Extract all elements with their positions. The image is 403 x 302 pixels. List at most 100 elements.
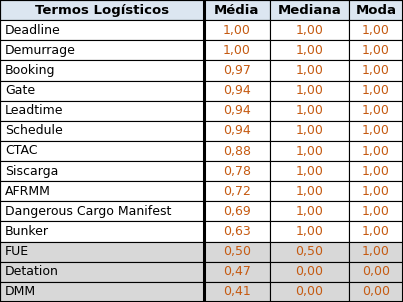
Text: Demurrage: Demurrage [5, 44, 76, 57]
Bar [204, 121, 270, 141]
Text: 0,47: 0,47 [223, 265, 251, 278]
Bar [270, 0, 349, 20]
Bar [204, 282, 270, 302]
Text: 0,72: 0,72 [223, 185, 251, 198]
Bar [204, 81, 270, 101]
Text: 0,50: 0,50 [223, 245, 251, 258]
Text: 1,00: 1,00 [295, 225, 323, 238]
Bar [349, 262, 403, 282]
Bar [204, 40, 270, 60]
Bar [204, 141, 270, 161]
Bar [270, 20, 349, 40]
Bar [204, 161, 270, 181]
Text: 1,00: 1,00 [295, 124, 323, 137]
Bar [0, 81, 204, 101]
Bar [349, 282, 403, 302]
Bar [0, 181, 204, 201]
Text: 1,00: 1,00 [295, 24, 323, 37]
Text: Leadtime: Leadtime [5, 104, 63, 117]
Bar [349, 81, 403, 101]
Text: 0,78: 0,78 [223, 165, 251, 178]
Text: 1,00: 1,00 [362, 84, 390, 97]
Bar [270, 60, 349, 81]
Bar [0, 121, 204, 141]
Bar [270, 201, 349, 221]
Bar [204, 181, 270, 201]
Text: 1,00: 1,00 [362, 245, 390, 258]
Bar [0, 221, 204, 242]
Bar [349, 181, 403, 201]
Bar [0, 141, 204, 161]
Text: 1,00: 1,00 [362, 44, 390, 57]
Text: 1,00: 1,00 [362, 185, 390, 198]
Bar [0, 60, 204, 81]
Text: 1,00: 1,00 [295, 104, 323, 117]
Text: Bunker: Bunker [5, 225, 49, 238]
Bar [349, 221, 403, 242]
Text: Mediana: Mediana [277, 4, 341, 17]
Text: 0,00: 0,00 [362, 285, 390, 298]
Text: Detation: Detation [5, 265, 59, 278]
Text: 1,00: 1,00 [295, 144, 323, 158]
Bar [204, 262, 270, 282]
Bar [349, 101, 403, 121]
Bar [204, 20, 270, 40]
Bar [349, 242, 403, 262]
Text: Gate: Gate [5, 84, 35, 97]
Bar [270, 81, 349, 101]
Bar [349, 161, 403, 181]
Bar [270, 121, 349, 141]
Text: FUE: FUE [5, 245, 29, 258]
Bar [0, 101, 204, 121]
Text: 1,00: 1,00 [362, 165, 390, 178]
Bar [204, 201, 270, 221]
Bar [204, 60, 270, 81]
Text: Média: Média [214, 4, 260, 17]
Bar [349, 0, 403, 20]
Bar [0, 0, 204, 20]
Text: 1,00: 1,00 [362, 124, 390, 137]
Bar [0, 282, 204, 302]
Bar [349, 201, 403, 221]
Text: 1,00: 1,00 [295, 64, 323, 77]
Text: Deadline: Deadline [5, 24, 60, 37]
Bar [270, 221, 349, 242]
Text: 0,88: 0,88 [223, 144, 251, 158]
Text: 0,00: 0,00 [295, 265, 323, 278]
Bar [0, 20, 204, 40]
Bar [270, 141, 349, 161]
Bar [349, 121, 403, 141]
Text: Booking: Booking [5, 64, 55, 77]
Bar [349, 40, 403, 60]
Text: Moda: Moda [355, 4, 396, 17]
Text: 0,97: 0,97 [223, 64, 251, 77]
Text: 1,00: 1,00 [295, 165, 323, 178]
Bar [270, 262, 349, 282]
Text: 1,00: 1,00 [362, 24, 390, 37]
Bar [270, 161, 349, 181]
Bar [0, 262, 204, 282]
Bar [204, 101, 270, 121]
Bar [204, 242, 270, 262]
Text: Schedule: Schedule [5, 124, 62, 137]
Bar [349, 20, 403, 40]
Bar [270, 40, 349, 60]
Bar [204, 0, 270, 20]
Text: Siscarga: Siscarga [5, 165, 58, 178]
Bar [0, 201, 204, 221]
Text: 1,00: 1,00 [362, 205, 390, 218]
Text: 0,69: 0,69 [223, 205, 251, 218]
Text: AFRMM: AFRMM [5, 185, 51, 198]
Text: 1,00: 1,00 [295, 44, 323, 57]
Bar [270, 181, 349, 201]
Bar [270, 101, 349, 121]
Bar [0, 161, 204, 181]
Text: 0,00: 0,00 [362, 265, 390, 278]
Text: 1,00: 1,00 [295, 205, 323, 218]
Text: 0,94: 0,94 [223, 124, 251, 137]
Text: CTAC: CTAC [5, 144, 37, 158]
Bar [349, 141, 403, 161]
Bar [349, 60, 403, 81]
Text: 0,00: 0,00 [295, 285, 323, 298]
Bar [0, 40, 204, 60]
